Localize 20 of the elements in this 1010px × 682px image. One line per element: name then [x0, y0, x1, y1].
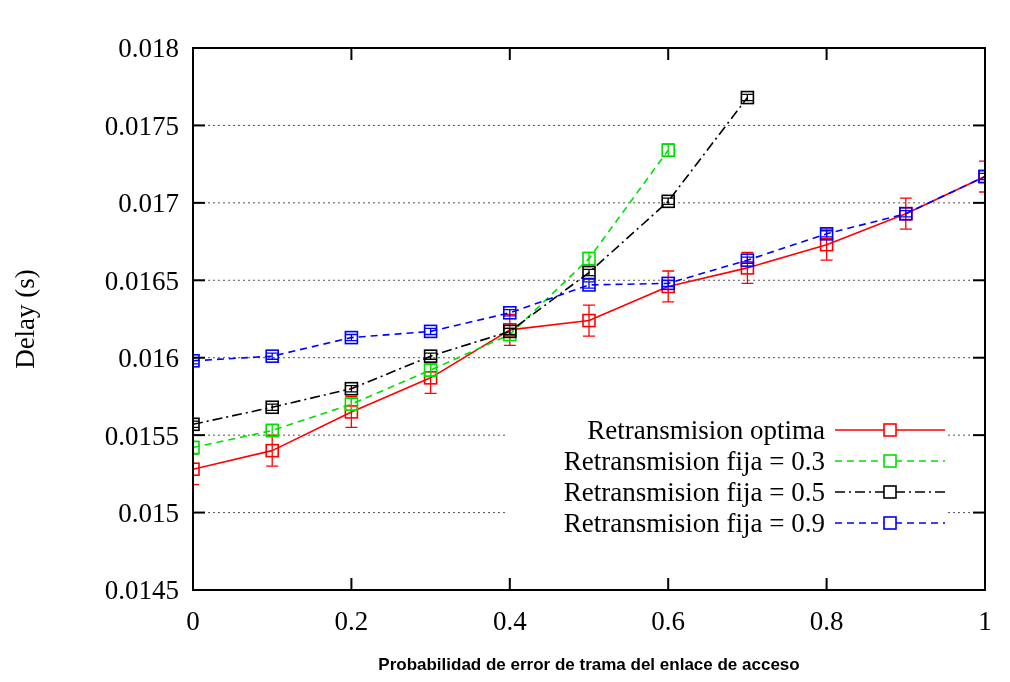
y-tick-label: 0.018 — [118, 33, 179, 64]
x-tick-label: 0.6 — [651, 606, 686, 636]
y-tick-label: 0.016 — [118, 343, 179, 374]
legend-label: Retransmision fija = 0.5 — [563, 477, 825, 508]
y-tick-label: 0.0155 — [104, 420, 179, 451]
y-tick-label: 0.0175 — [104, 110, 179, 141]
x-tick-label: 1 — [978, 606, 992, 636]
x-tick-label: 0.8 — [809, 606, 844, 636]
y-tick-label: 0.015 — [118, 498, 179, 529]
x-tick-label: 0.4 — [492, 606, 528, 636]
y-tick-label: 0.0145 — [104, 575, 179, 606]
legend-label: Retransmision optima — [587, 415, 826, 446]
legend-label: Retransmision fija = 0.9 — [563, 508, 825, 539]
y-tick-label: 0.0165 — [104, 265, 179, 296]
x-axis-title: Probabilidad de error de trama del enlace de acceso — [378, 655, 800, 674]
y-axis-title: Delay (s) — [10, 269, 40, 369]
legend-label: Retransmision fija = 0.3 — [563, 446, 825, 477]
x-tick-label: 0 — [186, 606, 200, 636]
x-tick-label: 0.2 — [334, 606, 369, 636]
y-tick-label: 0.017 — [118, 188, 179, 219]
